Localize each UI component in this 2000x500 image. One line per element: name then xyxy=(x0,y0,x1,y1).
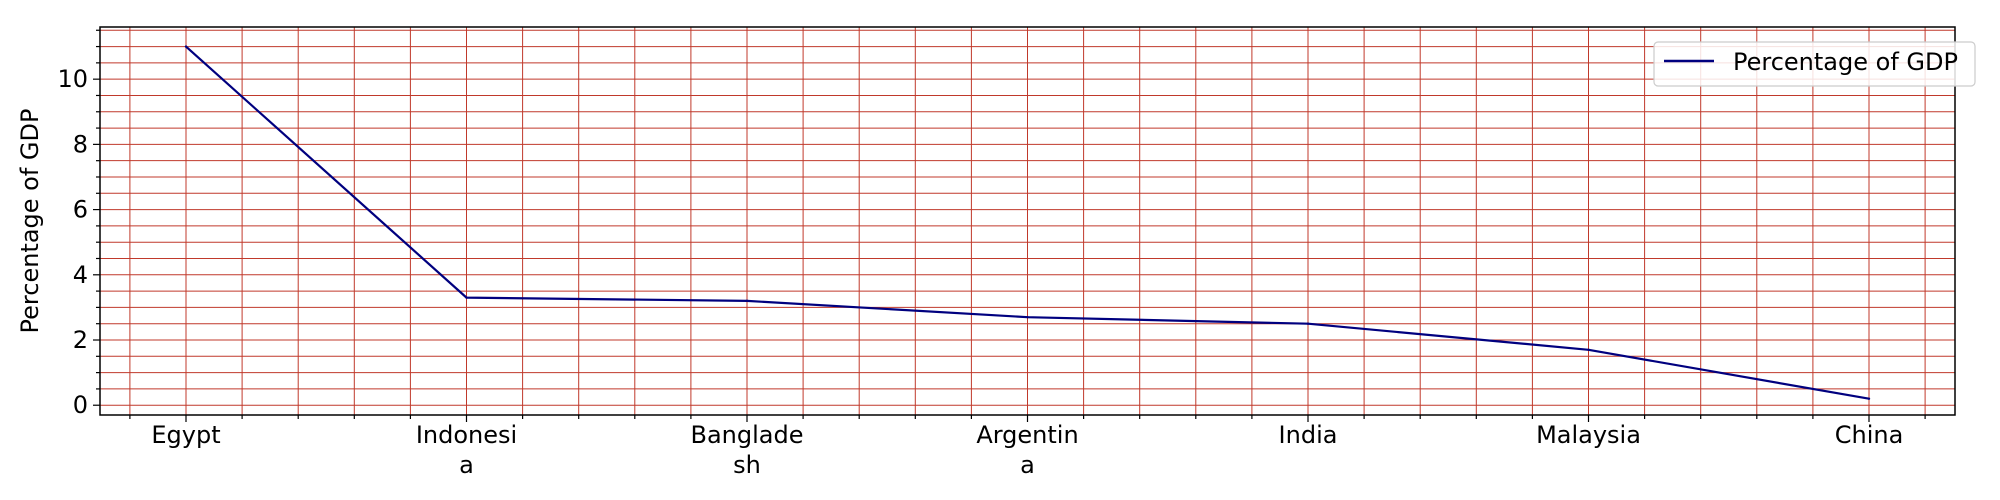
y-tick-label: 8 xyxy=(73,130,88,158)
data-point xyxy=(1026,315,1029,319)
data-point xyxy=(184,45,188,48)
x-tick-label-line: Malaysia xyxy=(1536,421,1641,449)
y-tick-label: 10 xyxy=(57,65,88,93)
data-point xyxy=(1587,348,1590,351)
legend-box xyxy=(1653,41,1976,87)
x-tick-label-line: sh xyxy=(733,451,761,479)
legend-label: Percentage of GDP xyxy=(1733,48,1958,76)
series-layer xyxy=(184,45,1871,400)
y-tick-label: 4 xyxy=(73,261,88,289)
x-tick-label-line: Egypt xyxy=(151,421,220,449)
x-tick-label: Malaysia xyxy=(1536,421,1641,449)
x-tick-label-line: China xyxy=(1835,421,1904,449)
tick-marks xyxy=(93,29,1926,422)
x-tick-label: Argentin a xyxy=(976,421,1078,479)
x-tick-label-line: Banglade xyxy=(691,421,804,449)
x-tick-label: Indonesi a xyxy=(416,421,517,479)
x-tick-label: Banglade sh xyxy=(691,421,804,479)
x-tick-label-line: Indonesi xyxy=(416,421,517,449)
x-tick-label-line: India xyxy=(1279,421,1338,449)
y-tick-labels: 0 2 4 6 8 10 xyxy=(57,65,88,419)
x-tick-label-line: Argentin xyxy=(976,421,1078,449)
data-point xyxy=(465,296,468,299)
y-axis-title: Percentage of GDP xyxy=(16,109,44,334)
data-point xyxy=(1306,322,1310,325)
x-tick-label: India xyxy=(1279,421,1338,449)
data-point xyxy=(745,299,749,303)
x-tick-label-line: a xyxy=(459,451,474,479)
x-tick-label-line: a xyxy=(1020,451,1035,479)
data-point xyxy=(1867,397,1871,400)
x-tick-label: Egypt xyxy=(151,421,220,449)
x-tick-label: China xyxy=(1835,421,1904,449)
y-tick-label: 2 xyxy=(73,326,88,354)
grid xyxy=(100,27,1955,415)
y-tick-label: 0 xyxy=(73,391,88,419)
legend: Percentage of GDP xyxy=(1653,41,1976,87)
y-tick-label: 6 xyxy=(73,196,88,224)
